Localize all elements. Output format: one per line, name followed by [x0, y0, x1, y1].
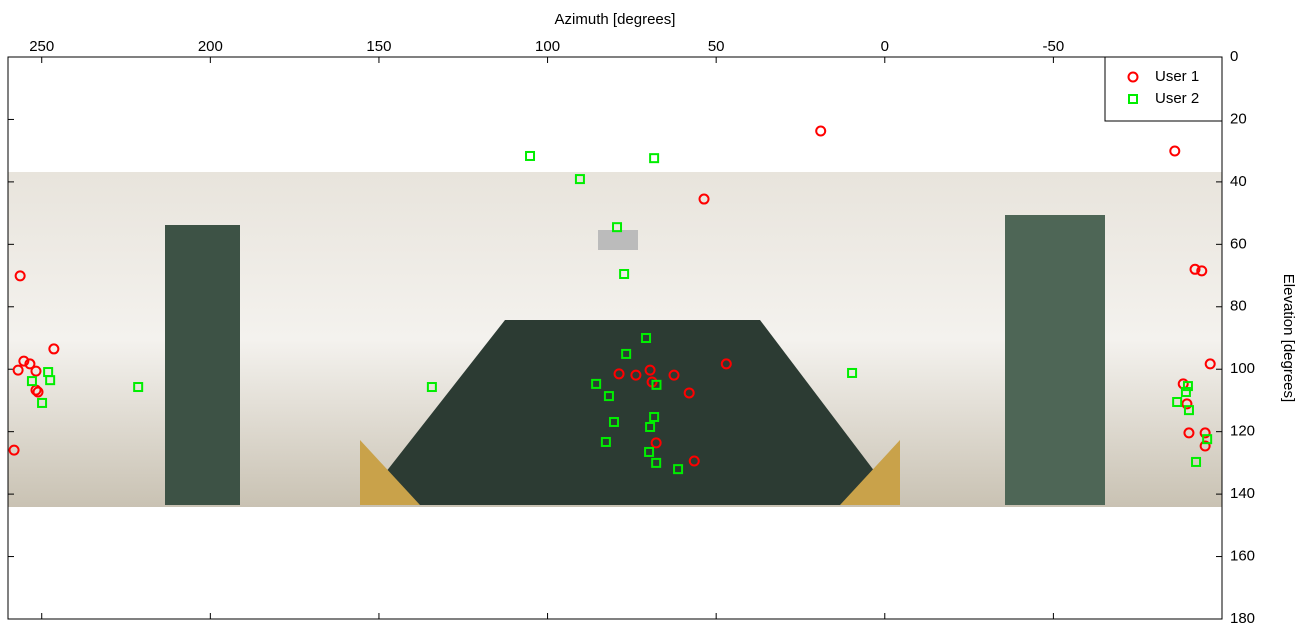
data-point [815, 125, 827, 137]
data-point [1199, 440, 1211, 452]
panorama-background [8, 172, 1222, 507]
legend-marker [1127, 71, 1139, 83]
x-tick-label: 150 [366, 38, 391, 55]
data-point [12, 364, 24, 376]
data-point [720, 358, 732, 370]
data-point [651, 457, 662, 468]
data-point [1169, 145, 1181, 157]
data-point [847, 367, 858, 378]
data-point [698, 193, 710, 205]
data-point [688, 455, 700, 467]
data-point [649, 153, 660, 164]
data-point [673, 464, 684, 475]
data-point [1202, 434, 1213, 445]
data-point [1191, 456, 1202, 467]
x-axis-title: Azimuth [degrees] [555, 11, 676, 28]
y-tick-label: 40 [1230, 173, 1247, 190]
data-point [591, 378, 602, 389]
plot-frame [7, 56, 1223, 620]
data-point [1183, 427, 1195, 439]
y-axis-title: Elevation [degrees] [1280, 274, 1297, 402]
data-point [619, 268, 630, 279]
x-tick-label: 0 [881, 38, 889, 55]
data-point [668, 369, 680, 381]
data-point [426, 382, 437, 393]
y-tick-label: 100 [1230, 360, 1255, 377]
x-tick-label: 100 [535, 38, 560, 55]
legend-box [1104, 56, 1223, 122]
data-point [621, 348, 632, 359]
data-point [645, 421, 656, 432]
x-tick-label: 200 [198, 38, 223, 55]
y-tick-label: 20 [1230, 110, 1247, 127]
data-point [32, 386, 44, 398]
legend-label: User 2 [1155, 90, 1199, 107]
data-point [48, 343, 60, 355]
data-point [1182, 381, 1193, 392]
data-point [37, 397, 48, 408]
y-tick-label: 0 [1230, 48, 1238, 65]
data-point [1172, 397, 1183, 408]
data-point [45, 375, 56, 386]
data-point [1196, 265, 1208, 277]
data-point [574, 174, 585, 185]
data-point [1189, 263, 1201, 275]
data-point [600, 436, 611, 447]
data-point [644, 446, 655, 457]
y-tick-label: 60 [1230, 235, 1247, 252]
data-point [133, 382, 144, 393]
legend-marker [1128, 94, 1138, 104]
data-point [651, 379, 662, 390]
data-point [630, 369, 642, 381]
y-tick-label: 120 [1230, 423, 1255, 440]
x-tick-label: -50 [1043, 38, 1065, 55]
data-point [30, 365, 42, 377]
data-point [641, 333, 652, 343]
data-point [1199, 427, 1211, 439]
x-tick-label: 50 [708, 38, 725, 55]
y-tick-label: 160 [1230, 548, 1255, 565]
y-tick-label: 80 [1230, 298, 1247, 315]
data-point [603, 391, 614, 402]
data-point [649, 411, 660, 422]
data-point [608, 416, 619, 427]
data-point [612, 222, 623, 233]
data-point [1204, 358, 1216, 370]
data-point [1181, 398, 1193, 410]
y-tick-label: 140 [1230, 485, 1255, 502]
data-point [1180, 387, 1191, 398]
x-tick-label: 250 [29, 38, 54, 55]
data-point [1183, 405, 1194, 416]
data-point [18, 355, 30, 367]
data-point [683, 387, 695, 399]
data-point [525, 150, 536, 161]
y-tick-label: 180 [1230, 610, 1255, 627]
data-point [14, 270, 26, 282]
data-point [26, 376, 37, 387]
data-point [650, 437, 662, 449]
legend-label: User 1 [1155, 68, 1199, 85]
data-point [613, 368, 625, 380]
data-point [24, 358, 36, 370]
data-point [8, 444, 20, 456]
data-point [644, 364, 656, 376]
